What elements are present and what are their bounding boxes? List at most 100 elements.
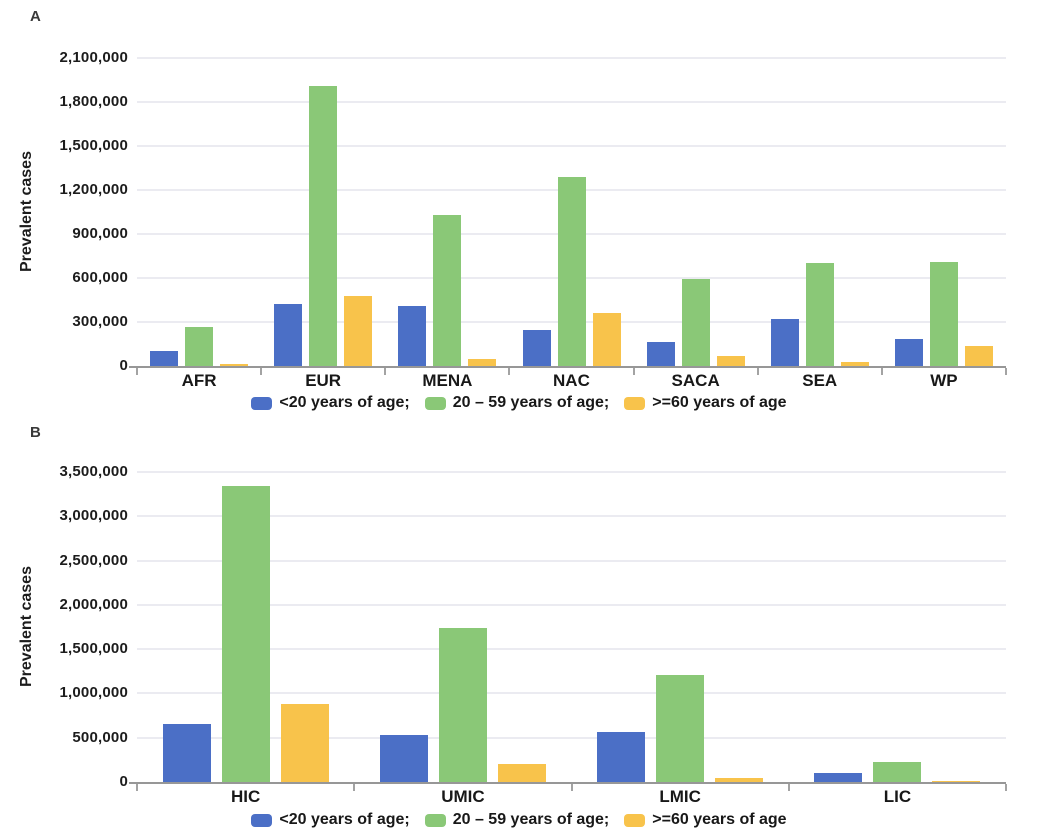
bar-nac-series0	[522, 330, 551, 366]
gridline	[137, 471, 1006, 473]
legend: <20 years of age; 20 – 59 years of age; >=…	[0, 393, 1038, 413]
y-tick-label: 3,000,000	[59, 507, 128, 525]
bar-lmic-series1	[656, 675, 705, 782]
bar-lmic-series2	[715, 778, 764, 782]
bar-sea-series2	[840, 362, 869, 366]
legend-label: <20 years of age;	[279, 394, 410, 411]
legend-item-series2: >=60 years of age	[624, 811, 787, 829]
y-tick-label: 1,000,000	[59, 684, 128, 702]
y-tick-label: 1,500,000	[59, 137, 128, 154]
legend-item-series2: >=60 years of age	[624, 394, 787, 412]
bar-umic-series2	[497, 764, 546, 782]
y-tick-label: 2,100,000	[59, 49, 128, 66]
bar-lic-series1	[873, 762, 922, 782]
bar-sea-series1	[805, 263, 834, 366]
gridline	[137, 692, 1006, 695]
x-axis-tick	[136, 368, 138, 375]
bar-umic-series1	[438, 628, 487, 782]
bar-lic-series0	[814, 773, 863, 782]
gridline	[137, 101, 1006, 103]
bar-hic-series1	[221, 486, 270, 782]
x-axis-label-afr: AFR	[181, 371, 217, 390]
y-tick-label: 2,500,000	[59, 551, 128, 569]
bar-nac-series2	[592, 313, 621, 366]
y-tick-label: 300,000	[72, 313, 128, 330]
x-axis-line	[129, 366, 1006, 368]
x-axis-label-saca: SACA	[671, 371, 720, 390]
gridline	[137, 57, 1006, 59]
panel-a-label: A	[30, 8, 41, 25]
x-axis-tick	[756, 368, 759, 375]
legend: <20 years of age; 20 – 59 years of age; >=…	[0, 810, 1038, 830]
legend-item-series1: 20 – 59 years of age;	[424, 394, 610, 412]
legend-swatch-icon	[624, 396, 646, 410]
bar-lic-series2	[932, 781, 981, 782]
y-tick-label: 1,200,000	[59, 181, 128, 198]
bar-eur-series2	[344, 296, 373, 366]
x-axis-label-eur: EUR	[305, 371, 342, 390]
legend-item-series1: 20 – 59 years of age;	[424, 811, 609, 829]
y-tick-label: 1,500,000	[59, 640, 128, 658]
y-tick-label: 500,000	[72, 728, 128, 746]
x-axis-tick	[880, 368, 883, 375]
gridline	[137, 736, 1006, 739]
bar-saca-series2	[716, 356, 745, 366]
y-tick-label: 600,000	[72, 269, 128, 286]
y-tick-label: 1,800,000	[59, 93, 128, 110]
x-axis-line	[129, 782, 1006, 784]
x-axis-tick	[508, 368, 511, 375]
y-tick-label: 0	[119, 357, 128, 374]
legend-label: 20 – 59 years of age;	[452, 394, 610, 411]
bar-wp-series2	[964, 346, 993, 366]
bar-eur-series1	[309, 86, 338, 366]
bar-sea-series0	[770, 319, 799, 366]
x-axis-label-hic: HIC	[231, 787, 261, 806]
legend-swatch-icon	[624, 813, 646, 827]
y-tick-label: 2,000,000	[59, 595, 128, 613]
x-axis-label-mena: MENA	[422, 371, 473, 390]
x-axis-tick	[632, 368, 635, 375]
x-axis-label-wp: WP	[930, 371, 958, 390]
y-tick-label: 900,000	[72, 225, 128, 242]
gridline	[137, 559, 1006, 562]
gridline	[137, 603, 1006, 606]
x-axis-label-nac: NAC	[553, 371, 590, 390]
legend-item-series0: <20 years of age;	[251, 394, 410, 412]
bar-wp-series1	[929, 262, 958, 366]
x-axis-tick	[570, 784, 573, 791]
legend-swatch-icon	[424, 813, 446, 827]
x-axis-label-umic: UMIC	[441, 787, 485, 806]
legend-label: >=60 years of age	[652, 394, 787, 411]
legend-swatch-icon	[251, 813, 273, 827]
x-axis-label-sea: SEA	[802, 371, 838, 390]
x-axis-tick	[1005, 368, 1007, 375]
legend-item-series0: <20 years of age;	[251, 811, 410, 829]
x-axis-tick	[353, 784, 356, 791]
x-axis-tick	[384, 368, 387, 375]
gridline	[137, 648, 1006, 651]
y-tick-label: 0	[119, 773, 128, 790]
bar-mena-series2	[468, 359, 497, 366]
gridline	[137, 515, 1006, 518]
x-axis-label-lmic: LMIC	[659, 787, 701, 806]
bar-afr-series1	[185, 327, 214, 366]
x-axis-tick	[787, 784, 790, 791]
x-axis-tick	[1005, 784, 1007, 791]
legend-swatch-icon	[251, 396, 273, 410]
x-axis-tick	[260, 368, 263, 375]
bar-mena-series1	[433, 215, 462, 366]
bar-afr-series2	[220, 364, 249, 366]
bar-hic-series2	[280, 704, 329, 782]
x-axis-label-lic: LIC	[883, 787, 912, 806]
x-axis-tick	[136, 784, 138, 791]
bar-mena-series0	[398, 306, 427, 366]
legend-label: >=60 years of age	[652, 811, 787, 828]
legend-label: <20 years of age;	[279, 811, 410, 828]
bar-afr-series0	[150, 351, 179, 366]
panel-b-label: B	[30, 424, 41, 441]
bar-saca-series0	[646, 342, 675, 366]
bar-saca-series1	[681, 279, 710, 366]
bar-nac-series1	[557, 177, 586, 366]
